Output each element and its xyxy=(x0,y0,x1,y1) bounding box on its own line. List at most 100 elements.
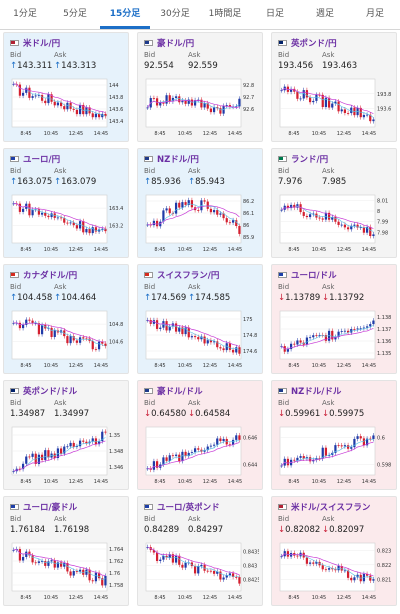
rate-card[interactable]: カナダドル/円 Bid Ask ↑104.458 ↑104.464 104.8 104.6 8… xyxy=(3,264,129,374)
rate-card[interactable]: 豪ドル/円 Bid Ask 92.554 92.559 92.8 92.7 92.6 8:45 1… xyxy=(137,32,263,142)
tab-2[interactable]: 15分足 xyxy=(100,0,150,29)
candle-body xyxy=(66,222,69,224)
y-tick-label: 0.644 xyxy=(243,462,257,468)
candle-body xyxy=(155,552,159,561)
y-tick-label: 0.598 xyxy=(377,462,391,468)
x-tick-label: 8:45 xyxy=(288,247,299,253)
x-tick-label: 8:45 xyxy=(154,595,165,601)
rate-card[interactable]: 米ドル/円 Bid Ask ↑143.311 ↑143.313 144 143.8 143.6… xyxy=(3,32,129,142)
candle-body xyxy=(321,218,324,220)
candle-body xyxy=(225,218,228,223)
candle-body xyxy=(280,209,283,211)
candle-body xyxy=(238,98,241,107)
candle-body xyxy=(44,561,47,566)
candle-body xyxy=(299,456,302,458)
pair-name: 米ドル/スイスフラン xyxy=(291,503,371,513)
rate-card[interactable]: ユーロ/英ポンド Bid Ask 0.84289 0.84297 0.8435 0.843 0… xyxy=(137,496,263,606)
candlestick-chart: 104.8 104.6 8:45 10:45 12:45 14:45 xyxy=(9,308,125,370)
flag-icon xyxy=(278,388,287,394)
x-tick-label: 14:45 xyxy=(362,479,376,485)
candle-body xyxy=(369,438,372,440)
candlestick-chart: 175 174.8 174.6 8:45 10:45 12:45 14:45 xyxy=(143,308,259,370)
candle-body xyxy=(63,446,66,454)
candle-body xyxy=(193,336,197,338)
candle-body xyxy=(225,575,228,578)
ask-value: 163.079 xyxy=(61,177,97,187)
tab-7[interactable]: 月足 xyxy=(365,9,384,19)
card-header: 豪ドル/円 xyxy=(144,38,194,49)
candle-body xyxy=(181,202,184,208)
candle-body xyxy=(104,575,107,586)
pair-name: 英ポンド/円 xyxy=(291,39,337,49)
arrow-down-icon: ↓ xyxy=(322,293,330,303)
candle-body xyxy=(200,99,203,108)
rate-card[interactable]: スイスフラン/円 Bid Ask ↑174.569 ↑174.585 175 174.8 17… xyxy=(137,264,263,374)
candle-body xyxy=(206,570,209,572)
rate-card[interactable]: 米ドル/スイスフラン Bid Ask ↓0.82082 ↓0.82097 0.823 0.8… xyxy=(271,496,397,606)
tab-1[interactable]: 5分足 xyxy=(63,9,87,19)
candle-body xyxy=(59,102,63,107)
y-tick-label: 1.138 xyxy=(377,315,391,321)
x-tick-label: 12:45 xyxy=(337,363,351,369)
candle-body xyxy=(209,108,213,113)
pair-name: ユーロ/円 xyxy=(23,155,61,165)
x-tick-label: 14:45 xyxy=(94,247,108,253)
candle-body xyxy=(88,569,91,581)
candle-body xyxy=(37,561,41,563)
candle-body xyxy=(235,347,238,353)
bid-value: 0.82082 xyxy=(285,525,321,535)
rate-card[interactable]: ランド/円 Bid Ask 7.976 7.985 8.01 8 7.99 7.98 8:45 10… xyxy=(271,148,397,258)
candle-body xyxy=(228,222,232,224)
tab-4[interactable]: 1時間足 xyxy=(208,9,242,19)
rate-card[interactable]: ユーロ/円 Bid Ask ↑163.075 ↑163.079 163.4 163.2 8:4… xyxy=(3,148,129,258)
y-tick-label: 85.9 xyxy=(243,235,254,241)
rate-card[interactable]: NZドル/円 Bid Ask ↑85.936 ↑85.943 86.2 86.1 86 85.9… xyxy=(137,148,263,258)
tab-6[interactable]: 週足 xyxy=(315,9,334,19)
moving-average-short xyxy=(147,440,240,470)
candle-body xyxy=(231,349,235,353)
moving-average-short xyxy=(147,319,240,350)
x-tick-label: 10:45 xyxy=(312,363,326,369)
y-tick-label: 193.8 xyxy=(377,92,391,98)
candle-body xyxy=(37,209,41,215)
rate-card[interactable]: 豪ドル/ドル Bid Ask ↓0.64580 ↓0.64584 0.646 0.644 8:… xyxy=(137,380,263,490)
candle-body xyxy=(327,454,331,456)
candle-body xyxy=(334,336,337,340)
tab-0[interactable]: 1分足 xyxy=(13,9,37,19)
candle-body xyxy=(337,101,340,112)
candle-body xyxy=(91,580,94,582)
plot-area xyxy=(145,78,242,128)
plot-area xyxy=(11,542,108,592)
candle-body xyxy=(69,336,72,344)
candle-body xyxy=(353,577,356,581)
rate-card[interactable]: ユーロ/豪ドル Bid Ask 1.76184 1.76198 1.764 1.762 1.7… xyxy=(3,496,129,606)
rate-card[interactable]: ユーロ/ドル Bid Ask ↓1.13789 ↓1.13792 1.138 1.137 1.… xyxy=(271,264,397,374)
candle-body xyxy=(190,452,194,453)
pair-name: 英ポンド/ドル xyxy=(23,387,78,397)
x-tick-label: 14:45 xyxy=(362,595,376,601)
moving-average-long xyxy=(13,440,106,472)
x-tick-label: 12:45 xyxy=(337,247,351,253)
y-tick-label: 0.822 xyxy=(377,563,391,569)
tab-3[interactable]: 30分足 xyxy=(160,9,190,19)
candle-body xyxy=(219,438,222,442)
y-tick-label: 86 xyxy=(243,223,249,229)
y-tick-label: 1.76 xyxy=(109,571,120,577)
rate-card[interactable]: 英ポンド/円 Bid Ask 193.456 193.463 193.8 193.6 8:45… xyxy=(271,32,397,142)
candle-body xyxy=(159,327,162,329)
rate-card[interactable]: NZドル/ドル Bid Ask ↓0.59961 ↓0.59975 0.6 0.598 8:4… xyxy=(271,380,397,490)
candle-body xyxy=(293,459,296,461)
candle-body xyxy=(165,208,168,211)
candle-body xyxy=(152,98,156,99)
rate-card[interactable]: 英ポンド/ドル Bid Ask 1.34987 1.34997 1.35 1.348 1.34… xyxy=(3,380,129,490)
price-row: ↑104.458 ↑104.464 xyxy=(10,293,126,304)
tab-5[interactable]: 日足 xyxy=(265,9,284,19)
candle-body xyxy=(197,448,200,450)
candle-body xyxy=(47,94,50,104)
candle-body xyxy=(353,329,356,330)
candle-body xyxy=(302,90,305,99)
y-tick-label: 0.8425 xyxy=(243,578,259,584)
arrow-down-icon: ↓ xyxy=(278,293,286,303)
candle-body xyxy=(340,224,343,226)
arrow-down-icon: ↓ xyxy=(278,409,286,419)
